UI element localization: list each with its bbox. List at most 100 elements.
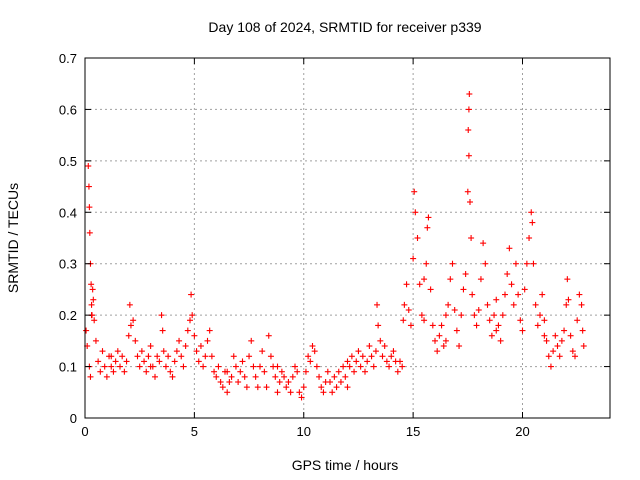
data-point xyxy=(471,312,478,319)
data-point xyxy=(281,373,288,380)
data-point xyxy=(532,301,539,308)
data-point xyxy=(445,301,452,308)
data-point xyxy=(274,389,281,396)
data-point xyxy=(488,332,495,339)
data-point xyxy=(460,286,467,293)
data-point xyxy=(344,384,351,391)
data-point xyxy=(178,353,185,360)
y-tick-label: 0.2 xyxy=(59,308,77,323)
data-point xyxy=(558,337,565,344)
data-point xyxy=(147,343,154,349)
x-tick-label: 10 xyxy=(297,424,311,439)
data-point xyxy=(85,183,92,190)
data-point xyxy=(195,358,202,365)
data-point xyxy=(147,363,154,370)
data-point xyxy=(110,368,117,375)
data-point xyxy=(248,337,255,344)
data-point xyxy=(305,353,312,360)
data-point xyxy=(313,363,320,370)
data-point xyxy=(502,291,508,298)
data-point xyxy=(576,291,583,298)
data-point xyxy=(230,353,237,360)
data-point xyxy=(160,348,167,355)
data-point xyxy=(486,317,493,324)
data-point xyxy=(466,91,473,97)
data-point xyxy=(254,384,261,391)
data-point xyxy=(202,353,209,360)
data-point xyxy=(156,358,163,365)
data-point xyxy=(259,348,266,355)
data-point xyxy=(438,322,445,329)
data-point xyxy=(390,348,397,355)
data-point xyxy=(434,348,441,355)
data-point xyxy=(353,358,360,365)
data-point xyxy=(265,332,272,339)
data-point xyxy=(565,296,572,303)
x-tick-label: 0 xyxy=(81,424,88,439)
data-point xyxy=(414,235,421,241)
data-point xyxy=(541,317,548,324)
data-point xyxy=(377,337,384,344)
data-point xyxy=(344,358,351,365)
data-point xyxy=(134,353,141,360)
data-point xyxy=(86,204,93,211)
data-point xyxy=(399,363,406,370)
data-point xyxy=(165,353,172,360)
data-point xyxy=(357,363,364,370)
x-axis-label: GPS time / hours xyxy=(292,457,399,473)
data-point xyxy=(482,260,489,267)
data-point xyxy=(572,353,578,360)
data-point xyxy=(519,327,526,334)
data-point xyxy=(453,327,460,334)
data-point xyxy=(388,353,395,360)
data-point xyxy=(493,327,500,334)
data-point xyxy=(333,384,340,391)
data-point xyxy=(468,235,475,241)
data-point xyxy=(159,327,166,334)
data-point xyxy=(184,327,191,334)
data-point xyxy=(287,389,294,396)
data-point xyxy=(331,373,338,380)
data-point xyxy=(307,358,314,365)
data-point xyxy=(173,348,180,355)
data-point xyxy=(465,152,472,159)
data-point xyxy=(108,353,115,360)
data-point xyxy=(449,260,456,267)
data-point xyxy=(467,199,473,205)
y-tick-label: 0 xyxy=(70,411,77,426)
data-point xyxy=(318,384,325,391)
data-point xyxy=(162,363,169,370)
data-point xyxy=(208,353,215,360)
data-point xyxy=(294,368,301,375)
data-point xyxy=(545,353,552,360)
data-point xyxy=(217,379,224,385)
data-point xyxy=(97,368,104,375)
data-point xyxy=(394,368,401,375)
data-point xyxy=(235,379,242,385)
y-tick-label: 0.7 xyxy=(59,51,77,66)
data-point xyxy=(451,307,458,313)
data-point xyxy=(95,358,102,365)
data-point xyxy=(537,312,543,319)
data-point xyxy=(114,348,121,355)
data-point xyxy=(143,368,150,375)
data-point xyxy=(152,373,158,380)
data-point xyxy=(337,379,344,385)
data-point xyxy=(276,379,283,385)
y-tick-label: 0.3 xyxy=(59,257,77,272)
data-point xyxy=(351,368,358,375)
data-point xyxy=(83,327,90,334)
data-point xyxy=(499,312,506,319)
data-point xyxy=(197,343,204,349)
data-point xyxy=(204,337,211,344)
data-point xyxy=(440,343,447,349)
data-point xyxy=(119,353,126,360)
y-axis-label: SRMTID / TECUs xyxy=(5,183,21,293)
data-point xyxy=(475,307,482,313)
x-tick-label: 5 xyxy=(191,424,198,439)
data-point xyxy=(215,363,222,370)
data-point xyxy=(421,276,428,283)
data-point xyxy=(543,337,550,344)
data-point xyxy=(219,384,226,391)
